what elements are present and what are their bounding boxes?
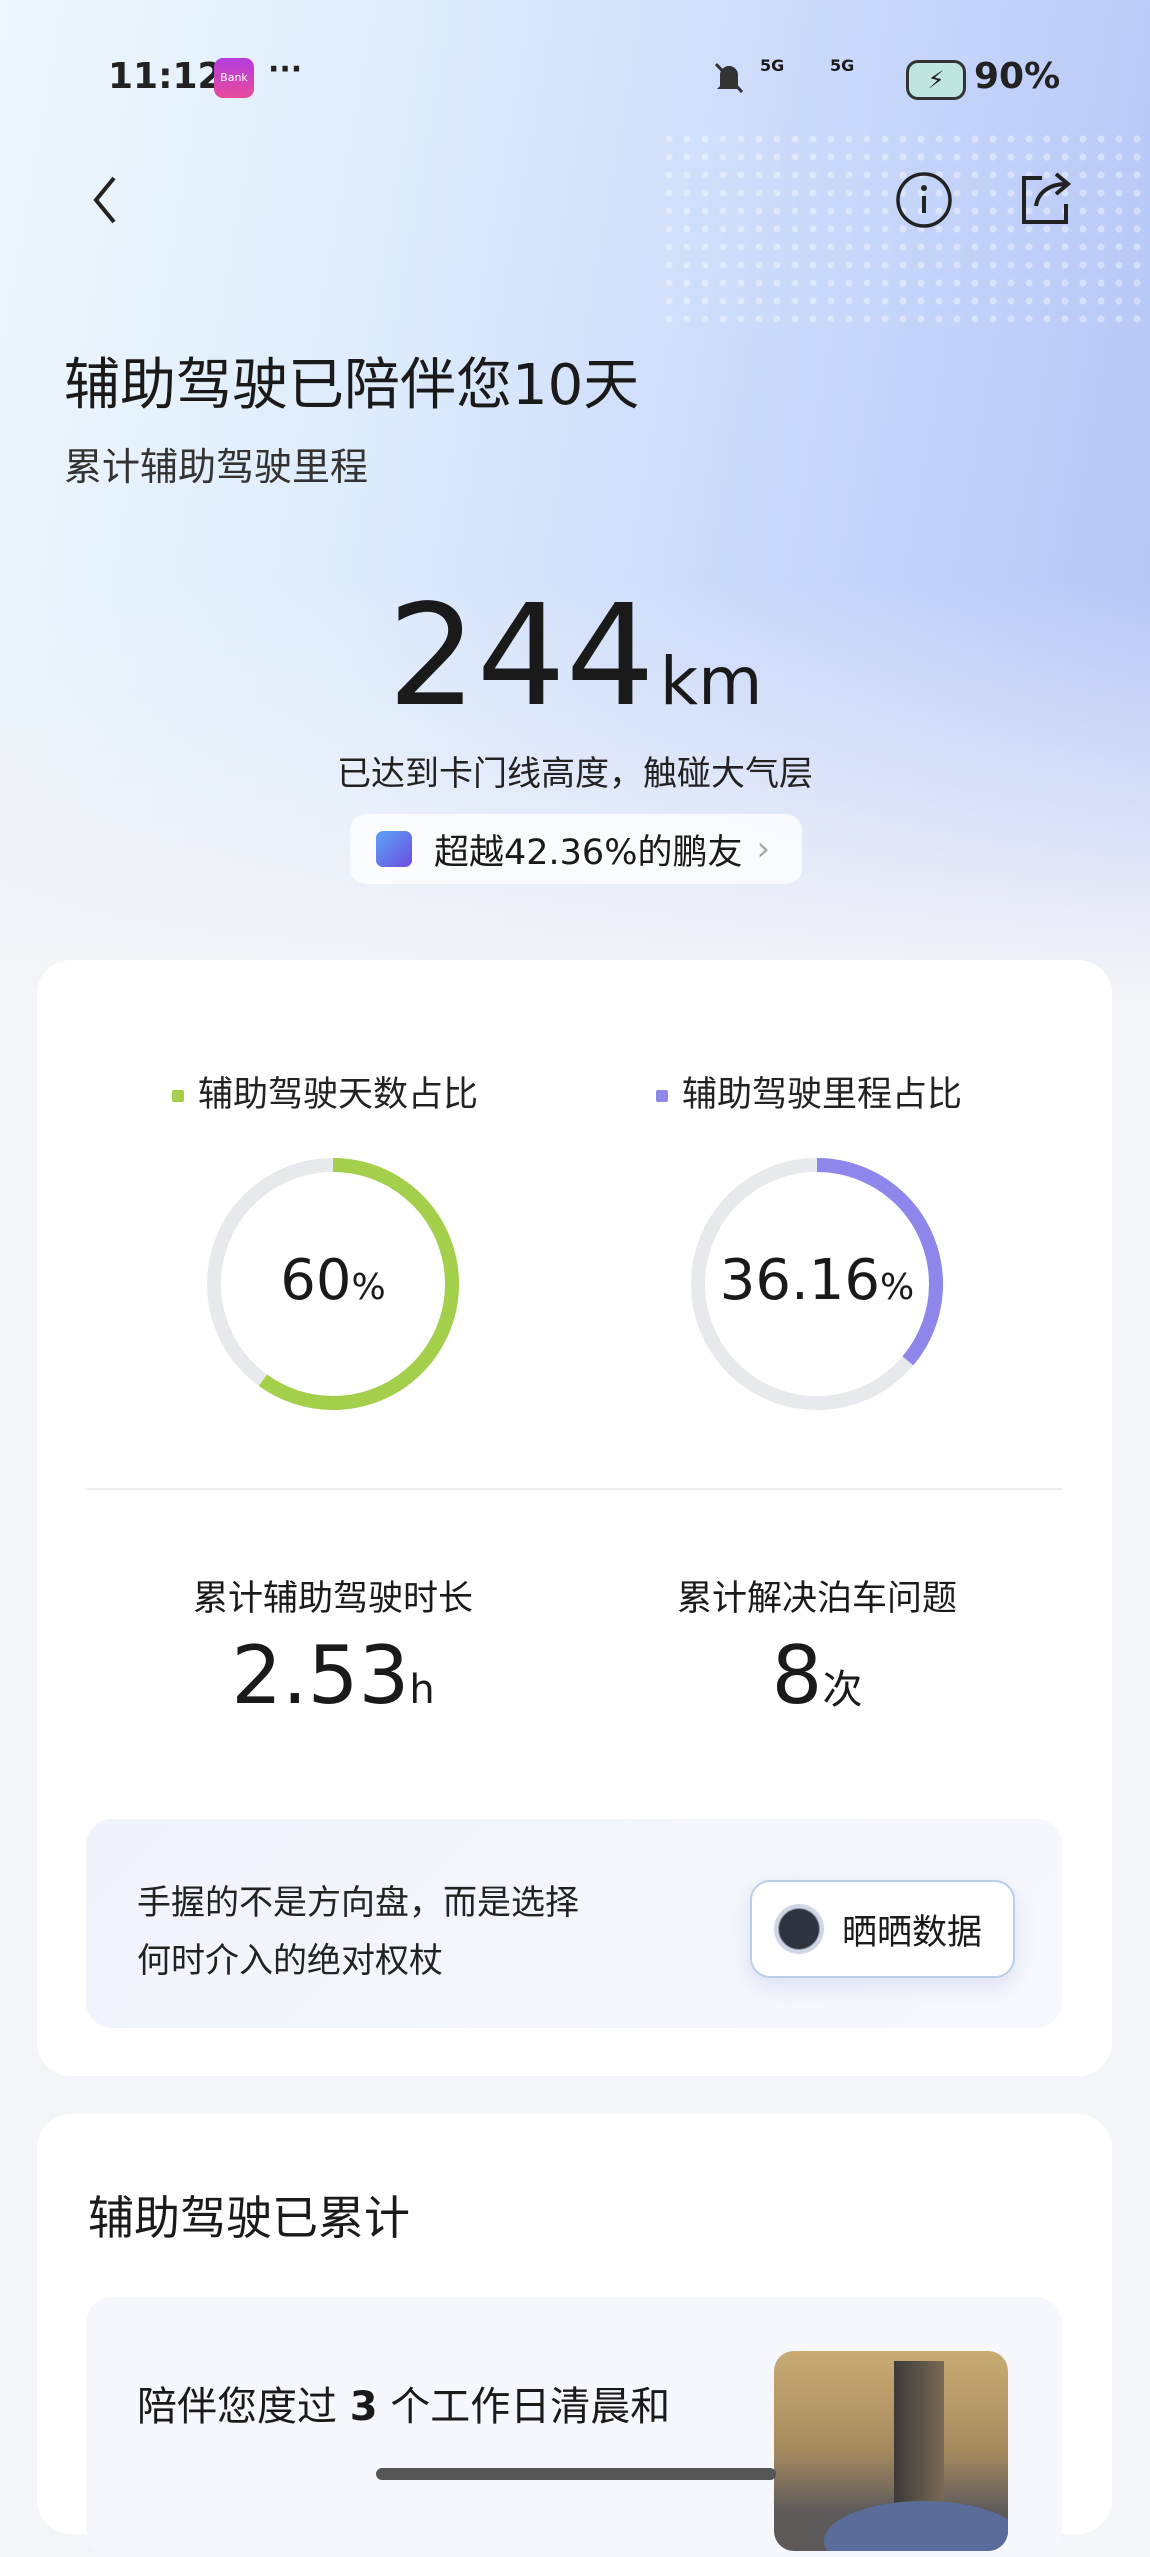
quote-text: 手握的不是方向盘，而是选择 何时介入的绝对权杖 bbox=[137, 1883, 579, 1981]
distance-unit: km bbox=[659, 643, 763, 720]
days-ratio-arc bbox=[207, 1158, 459, 1410]
share-button[interactable] bbox=[1014, 168, 1076, 230]
milestone-text: 陪伴您度过 3 个工作日清晨和 bbox=[137, 2384, 671, 2430]
back-button[interactable] bbox=[80, 172, 130, 228]
days-ratio-value: 60% bbox=[280, 1248, 386, 1313]
more-notifications: ··· bbox=[268, 52, 303, 87]
legend-dot-purple bbox=[656, 1090, 668, 1102]
robot-icon bbox=[774, 1904, 824, 1954]
share-icon bbox=[1022, 172, 1072, 224]
duration-stat: 累计辅助驾驶时长 2.53h bbox=[192, 1579, 473, 1722]
section-title: 辅助驾驶已累计 bbox=[88, 2191, 410, 2245]
network-5g-2: 5G bbox=[830, 56, 855, 75]
parking-stat: 累计解决泊车问题 8次 bbox=[676, 1579, 957, 1722]
mileage-ratio-label: 辅助驾驶里程占比 bbox=[656, 1066, 962, 1117]
mileage-ratio-ring bbox=[691, 1158, 943, 1410]
page-subtitle: 累计辅助驾驶里程 bbox=[64, 445, 369, 489]
legend-dot-green bbox=[172, 1090, 184, 1102]
chevron-left-icon bbox=[93, 176, 116, 224]
mute-bell-icon bbox=[712, 60, 746, 96]
bank-app-icon: Bank bbox=[214, 58, 254, 98]
rank-pill[interactable]: 超越42.36%的鹏友 › bbox=[350, 814, 802, 884]
share-data-label: 晒晒数据 bbox=[842, 1912, 983, 1953]
mileage-ratio-value: 36.16% bbox=[719, 1248, 915, 1313]
info-button[interactable] bbox=[894, 170, 954, 230]
distance-value: 244 bbox=[387, 575, 655, 738]
status-time: 11:12 bbox=[108, 56, 223, 97]
chevron-right-icon: › bbox=[756, 829, 771, 869]
page-title: 辅助驾驶已陪伴您10天 bbox=[64, 353, 640, 418]
bar-chart-icon bbox=[376, 831, 412, 867]
info-circle-icon bbox=[896, 172, 952, 228]
mileage-ratio-arc bbox=[691, 1158, 943, 1410]
network-5g-1: 5G bbox=[760, 56, 785, 75]
battery-charging-icon: ⚡ bbox=[906, 60, 966, 100]
rank-label: 超越42.36%的鹏友 bbox=[434, 832, 743, 873]
distance-caption: 已达到卡门线高度，触碰大气层 bbox=[337, 754, 813, 794]
share-data-button[interactable]: 晒晒数据 bbox=[750, 1880, 1015, 1978]
days-ratio-ring bbox=[207, 1158, 459, 1410]
battery-percent: 90% bbox=[974, 56, 1061, 97]
home-indicator[interactable] bbox=[376, 2468, 776, 2480]
divider bbox=[86, 1488, 1062, 1490]
distance-readout: 244 km bbox=[0, 575, 1150, 738]
city-image bbox=[774, 2351, 1008, 2551]
days-ratio-label: 辅助驾驶天数占比 bbox=[172, 1066, 478, 1117]
